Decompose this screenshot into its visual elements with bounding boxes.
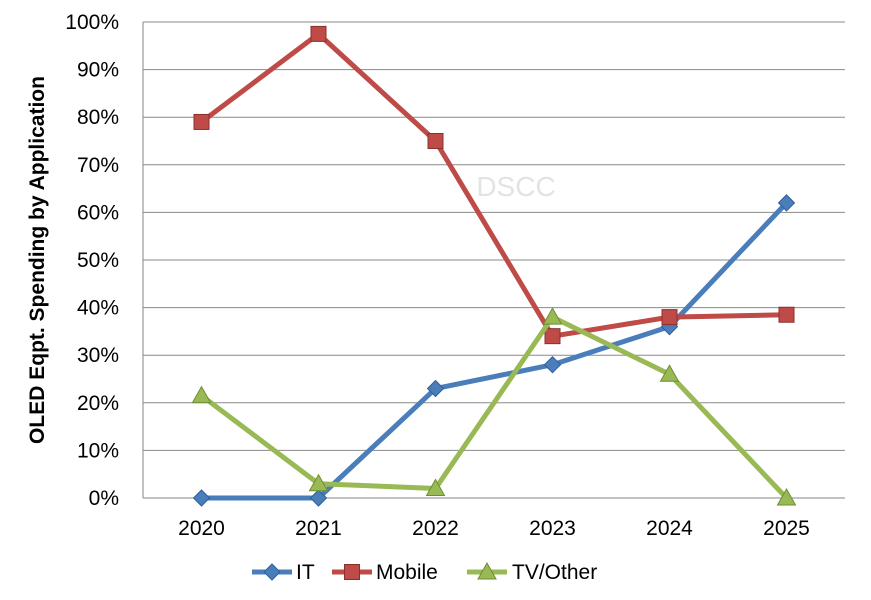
legend-item-it: IT	[252, 561, 315, 584]
data-point-tv-other	[542, 307, 563, 325]
legend-item-mobile: Mobile	[332, 561, 438, 584]
data-point-mobile	[193, 113, 210, 130]
series-line-it	[201, 201, 789, 501]
y-tick-label: 0%	[89, 487, 119, 510]
data-point-it	[309, 489, 328, 507]
legend-item-tv-other: TV/Other	[467, 561, 597, 584]
legend: IT Mobile TV/Other	[252, 561, 597, 584]
y-tick-label: 90%	[77, 59, 119, 82]
x-tick-label: 2023	[529, 517, 576, 540]
gridlines	[142, 21, 845, 499]
series-line-mobile	[199, 31, 787, 339]
data-point-it	[777, 194, 796, 212]
data-point-mobile	[310, 25, 327, 42]
legend-marker-it	[263, 563, 281, 581]
data-point-tv-other	[776, 487, 797, 506]
data-point-tv-other	[308, 473, 329, 492]
y-tick-label: 50%	[77, 249, 119, 272]
data-point-it	[192, 489, 211, 507]
data-point-tv-other	[659, 364, 680, 382]
y-axis-ticks: 0% 10% 20% 30% 40% 50% 60% 70% 80% 90% 100%	[65, 11, 119, 510]
series-tv-other	[191, 307, 797, 506]
x-tick-label: 2021	[295, 517, 342, 540]
y-tick-label: 30%	[77, 344, 119, 367]
watermark: DSCC	[476, 171, 555, 202]
x-axis-ticks: 2020 2021 2022 2023 2024 2025	[178, 517, 810, 540]
x-tick-label: 2020	[178, 517, 225, 540]
data-point-mobile	[778, 306, 795, 323]
data-point-mobile	[427, 133, 444, 149]
series-mobile	[193, 25, 795, 345]
legend-label-it: IT	[296, 561, 315, 584]
data-point-it	[543, 356, 562, 374]
y-tick-label: 60%	[77, 201, 119, 224]
y-tick-label: 40%	[77, 297, 119, 320]
y-tick-label: 100%	[65, 11, 119, 34]
y-tick-label: 70%	[77, 154, 119, 177]
data-point-tv-other	[425, 478, 446, 496]
y-tick-label: 10%	[77, 439, 119, 462]
y-tick-label: 20%	[77, 392, 119, 415]
series-line-tv-other	[199, 314, 789, 500]
legend-marker-mobile	[344, 564, 360, 580]
data-point-mobile	[661, 309, 678, 326]
x-tick-label: 2022	[412, 517, 459, 540]
legend-label-mobile: Mobile	[376, 561, 438, 584]
x-tick-label: 2025	[763, 517, 810, 540]
data-point-tv-other	[191, 385, 212, 404]
legend-label-tv-other: TV/Other	[512, 561, 597, 584]
series-lines	[191, 25, 797, 507]
data-point-it	[426, 379, 445, 398]
data-point-mobile	[544, 328, 561, 345]
legend-marker-tv-other	[477, 561, 497, 580]
y-tick-label: 80%	[77, 106, 119, 129]
y-axis-label: OLED Eqpt. Spending by Application	[26, 76, 49, 444]
x-tick-label: 2024	[646, 517, 693, 540]
